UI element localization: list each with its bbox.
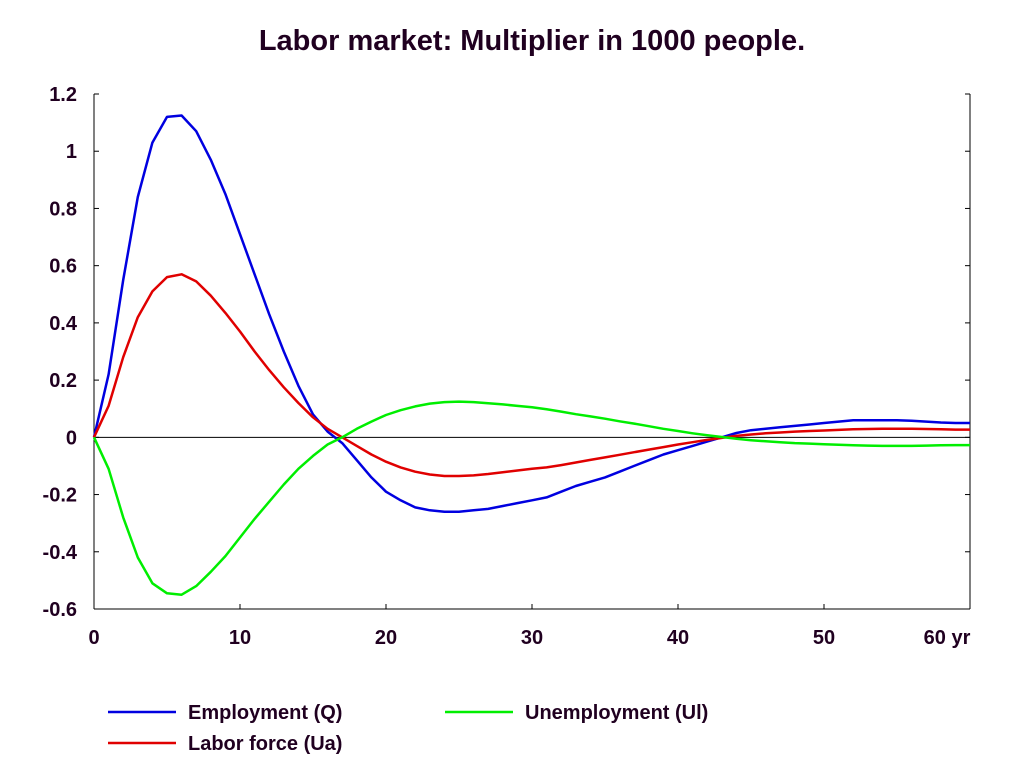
x-tick-label: 60 yr (924, 627, 971, 649)
axis-ticks (93, 93, 971, 610)
y-tick-label: -0.4 (43, 542, 78, 564)
x-tick-label: 10 (229, 627, 251, 649)
axis-tick-labels: -0.6 -0.4 -0.2 0 0.2 0.4 0.6 0.8 1 1.2 0 10 20 30 40 50… (43, 84, 971, 649)
y-tick-label: 0.4 (49, 313, 78, 335)
y-tick-label: 0.8 (49, 198, 77, 220)
x-tick-label: 50 (813, 627, 835, 649)
y-tick-label: 0.2 (49, 370, 77, 392)
x-tick-label: 40 (667, 627, 689, 649)
x-tick-label: 0 (88, 627, 99, 649)
series-line-employment-q (92, 114, 970, 513)
y-tick-label: -0.6 (43, 599, 77, 621)
y-tick-label: 1.2 (49, 84, 77, 106)
plot-frame (93, 94, 971, 610)
legend: Employment (Q) Labor force (Ua) Unemployme… (108, 702, 708, 755)
series-line-unemployment-ul (92, 400, 970, 596)
chart-title: Labor market: Multiplier in 1000 people. (259, 25, 805, 57)
y-tick-label: 0.6 (49, 256, 77, 278)
series-line-labor-force-ua (92, 273, 970, 478)
series-lines (92, 114, 970, 596)
x-tick-label: 20 (375, 627, 397, 649)
y-tick-label: -0.2 (43, 485, 77, 507)
legend-label-unemployment-ul: Unemployment (Ul) (525, 702, 708, 724)
legend-label-employment-q: Employment (Q) (188, 702, 342, 724)
x-tick-label: 30 (521, 627, 543, 649)
y-tick-label: 0 (66, 427, 77, 449)
legend-label-labor-force-ua: Labor force (Ua) (188, 733, 342, 755)
y-tick-label: 1 (66, 141, 77, 163)
